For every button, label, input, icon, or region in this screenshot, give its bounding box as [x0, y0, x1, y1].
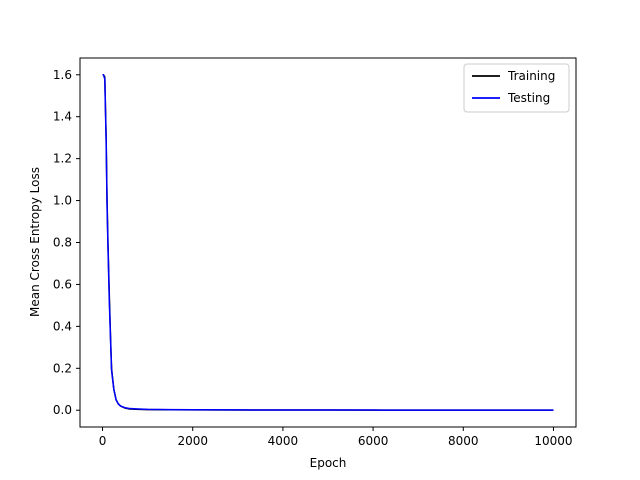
- x-axis-label: Epoch: [310, 456, 347, 470]
- y-tick-label: 1.6: [53, 68, 72, 82]
- y-tick-label: 1.0: [53, 194, 72, 208]
- y-tick-label: 0.6: [53, 277, 72, 291]
- series-line-1: [102, 74, 554, 411]
- x-tick-label: 0: [99, 434, 107, 448]
- y-axis-label: Mean Cross Entropy Loss: [28, 167, 42, 317]
- y-tick-label: 1.4: [53, 110, 72, 124]
- x-tick-label: 6000: [358, 434, 389, 448]
- x-tick-label: 8000: [448, 434, 479, 448]
- x-tick-label: 10000: [534, 434, 572, 448]
- legend-label-1: Testing: [507, 91, 550, 105]
- y-ticks: 0.0 0.2 0.4 0.6 0.8 1.0 1.2 1.4 1.6: [53, 68, 80, 417]
- y-tick-label: 0.8: [53, 236, 72, 250]
- legend: Training Testing: [463, 63, 570, 113]
- y-tick-label: 0.2: [53, 361, 72, 375]
- series-layer: [102, 74, 554, 411]
- x-tick-label: 2000: [177, 434, 208, 448]
- x-ticks: 0 2000 4000 6000 8000 10000: [99, 427, 573, 448]
- y-tick-label: 1.2: [53, 152, 72, 166]
- legend-label-0: Training: [507, 69, 555, 83]
- y-tick-label: 0.4: [53, 319, 72, 333]
- y-tick-label: 0.0: [53, 403, 72, 417]
- x-tick-label: 4000: [268, 434, 299, 448]
